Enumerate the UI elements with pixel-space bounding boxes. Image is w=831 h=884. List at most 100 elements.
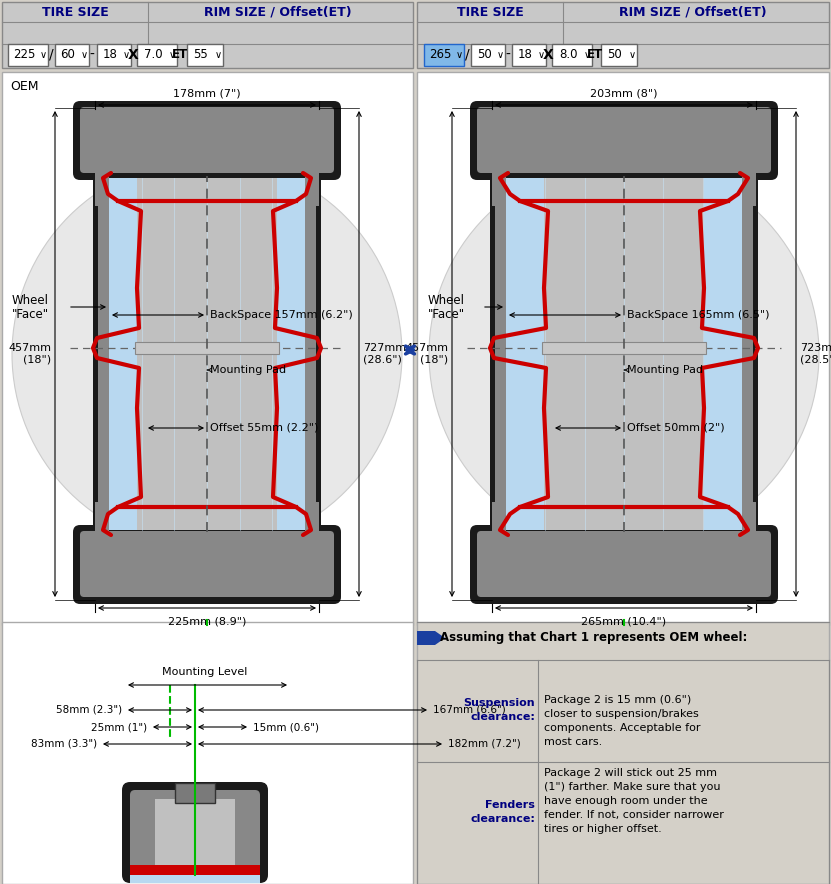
Bar	[495, 111, 753, 597]
Bar	[512, 44, 546, 66]
Text: 60: 60	[61, 49, 76, 62]
Bar	[155, 799, 235, 867]
Text: 7.0: 7.0	[144, 49, 162, 62]
Text: 225mm (8.9"): 225mm (8.9")	[168, 616, 246, 626]
Text: 265: 265	[429, 49, 451, 62]
Text: 50: 50	[607, 49, 622, 62]
Text: 727mm
(28.6"): 727mm (28.6")	[363, 343, 406, 365]
Text: TIRE SIZE: TIRE SIZE	[456, 5, 524, 19]
FancyArrow shape	[417, 631, 445, 645]
Text: Package 2 will stick out 25 mm
(1") farther. Make sure that you
have enough room: Package 2 will stick out 25 mm (1") fart…	[544, 768, 724, 834]
Text: ∨: ∨	[538, 50, 544, 60]
Text: ∨: ∨	[169, 50, 175, 60]
Text: ∨: ∨	[583, 50, 591, 60]
Bar	[187, 44, 223, 66]
Text: X: X	[128, 48, 139, 62]
Text: ∨: ∨	[39, 50, 47, 60]
FancyBboxPatch shape	[80, 107, 334, 173]
Bar	[552, 44, 592, 66]
Bar	[542, 342, 706, 354]
Bar	[55, 44, 89, 66]
Bar	[2, 622, 413, 884]
FancyBboxPatch shape	[80, 531, 334, 597]
Bar	[492, 502, 506, 542]
Bar	[98, 111, 316, 597]
FancyBboxPatch shape	[73, 101, 341, 180]
Text: 18: 18	[102, 49, 117, 62]
Text: 50: 50	[477, 49, 491, 62]
Text: 83mm (3.3"): 83mm (3.3")	[31, 739, 97, 749]
Text: /: /	[49, 48, 53, 62]
Text: "Face": "Face"	[12, 309, 49, 322]
Bar	[424, 44, 464, 66]
Text: Wheel: Wheel	[12, 293, 49, 307]
Bar	[471, 44, 505, 66]
Text: 182mm (7.2"): 182mm (7.2")	[448, 739, 521, 749]
Text: Mounting Level: Mounting Level	[162, 667, 248, 677]
Text: 167mm (6.6"): 167mm (6.6")	[433, 705, 506, 715]
Bar	[601, 44, 637, 66]
Text: 178mm (7"): 178mm (7")	[173, 88, 241, 98]
Text: "Face": "Face"	[428, 309, 465, 322]
Bar	[95, 502, 109, 542]
FancyBboxPatch shape	[130, 790, 260, 875]
Text: ∨: ∨	[214, 50, 222, 60]
Bar	[492, 166, 506, 206]
Text: 18: 18	[518, 49, 533, 62]
Text: Fenders
clearance:: Fenders clearance:	[470, 800, 535, 824]
Text: Wheel: Wheel	[428, 293, 465, 307]
Bar	[130, 865, 260, 883]
Text: /: /	[465, 48, 470, 62]
FancyBboxPatch shape	[470, 525, 778, 604]
Bar	[175, 783, 215, 803]
Text: 8.0: 8.0	[558, 49, 578, 62]
Text: 457mm
(18"): 457mm (18")	[8, 343, 51, 365]
Text: OEM: OEM	[10, 80, 38, 94]
Text: ∨: ∨	[122, 50, 130, 60]
Bar	[544, 178, 704, 530]
Text: Mounting Pad: Mounting Pad	[627, 365, 703, 375]
Text: Offset 50mm (2"): Offset 50mm (2")	[627, 423, 725, 433]
Bar	[305, 502, 319, 542]
Text: ET: ET	[587, 49, 603, 62]
Bar	[137, 44, 177, 66]
Bar	[97, 44, 131, 66]
Text: ∨: ∨	[496, 50, 504, 60]
Text: Mounting Pad: Mounting Pad	[210, 365, 286, 375]
Text: BackSpace 157mm (6.2"): BackSpace 157mm (6.2")	[210, 310, 352, 320]
Text: 25mm (1"): 25mm (1")	[91, 722, 147, 732]
FancyBboxPatch shape	[73, 525, 341, 604]
Text: Offset 55mm (2.2"): Offset 55mm (2.2")	[210, 423, 318, 433]
Text: BackSpace 165mm (6.5"): BackSpace 165mm (6.5")	[627, 310, 770, 320]
Text: 203mm (8"): 203mm (8")	[590, 88, 658, 98]
Text: Suspension
clearance:: Suspension clearance:	[464, 698, 535, 721]
Bar	[305, 166, 319, 206]
Circle shape	[429, 159, 819, 549]
Text: 58mm (2.3"): 58mm (2.3")	[56, 705, 122, 715]
Bar	[742, 502, 756, 542]
Text: 265mm (10.4"): 265mm (10.4")	[582, 616, 666, 626]
Text: ∨: ∨	[81, 50, 87, 60]
Bar	[417, 72, 829, 625]
Bar	[2, 2, 413, 68]
Text: ET: ET	[172, 49, 188, 62]
Bar	[8, 44, 48, 66]
FancyBboxPatch shape	[122, 782, 268, 883]
Text: 15mm (0.6"): 15mm (0.6")	[253, 722, 319, 732]
Text: RIM SIZE / Offset(ET): RIM SIZE / Offset(ET)	[619, 5, 767, 19]
Text: Assuming that Chart 1 represents OEM wheel:: Assuming that Chart 1 represents OEM whe…	[440, 631, 747, 644]
Text: ∨: ∨	[455, 50, 463, 60]
Text: ∨: ∨	[628, 50, 636, 60]
Bar	[742, 166, 756, 206]
FancyBboxPatch shape	[477, 531, 771, 597]
FancyBboxPatch shape	[477, 107, 771, 173]
Text: -: -	[90, 48, 95, 62]
Text: RIM SIZE / Offset(ET): RIM SIZE / Offset(ET)	[204, 5, 352, 19]
Bar	[93, 108, 321, 600]
Bar	[130, 875, 260, 883]
Text: -: -	[505, 48, 510, 62]
Bar	[95, 166, 109, 206]
Text: Package 2 is 15 mm (0.6")
closer to suspension/brakes
components. Acceptable for: Package 2 is 15 mm (0.6") closer to susp…	[544, 695, 701, 747]
Bar	[506, 178, 742, 530]
Circle shape	[12, 159, 402, 549]
